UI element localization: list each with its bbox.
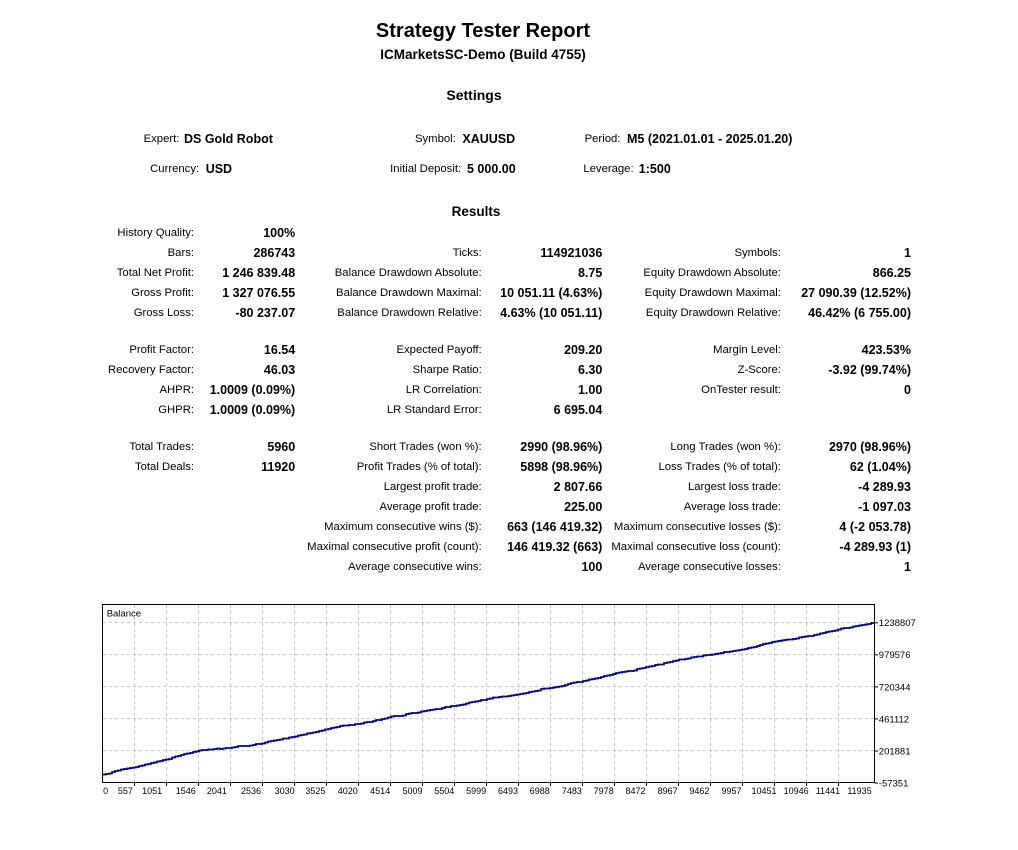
svg-text:10451: 10451 [751,786,776,796]
svg-text:979576: 979576 [879,650,911,661]
svg-text:1051: 1051 [142,786,162,796]
svg-text:8472: 8472 [625,786,645,796]
svg-text:11441: 11441 [816,786,840,796]
svg-text:7978: 7978 [594,786,614,796]
svg-text:Balance: Balance [107,608,141,619]
svg-text:7483: 7483 [562,786,582,796]
svg-text:1546: 1546 [176,786,196,796]
svg-text:-57351: -57351 [879,778,909,789]
svg-text:5009: 5009 [402,786,422,796]
svg-text:9957: 9957 [721,786,741,796]
svg-text:10946: 10946 [784,786,809,796]
svg-text:6988: 6988 [530,786,550,796]
svg-text:1238807: 1238807 [879,618,916,629]
svg-text:3525: 3525 [305,786,325,796]
svg-text:5999: 5999 [466,786,486,796]
svg-text:3030: 3030 [275,786,295,796]
svg-text:11935: 11935 [847,786,871,796]
svg-text:4514: 4514 [370,786,390,796]
svg-text:0: 0 [103,786,108,796]
svg-text:4020: 4020 [338,786,358,796]
svg-text:5504: 5504 [434,786,454,796]
svg-text:461112: 461112 [879,714,909,725]
svg-text:201881: 201881 [879,746,911,757]
svg-text:2536: 2536 [241,786,261,796]
svg-text:8967: 8967 [658,786,678,796]
svg-text:557: 557 [118,786,133,796]
svg-text:720344: 720344 [879,682,911,693]
svg-text:6493: 6493 [498,786,518,796]
svg-text:2041: 2041 [207,786,227,796]
svg-text:9462: 9462 [689,786,709,796]
